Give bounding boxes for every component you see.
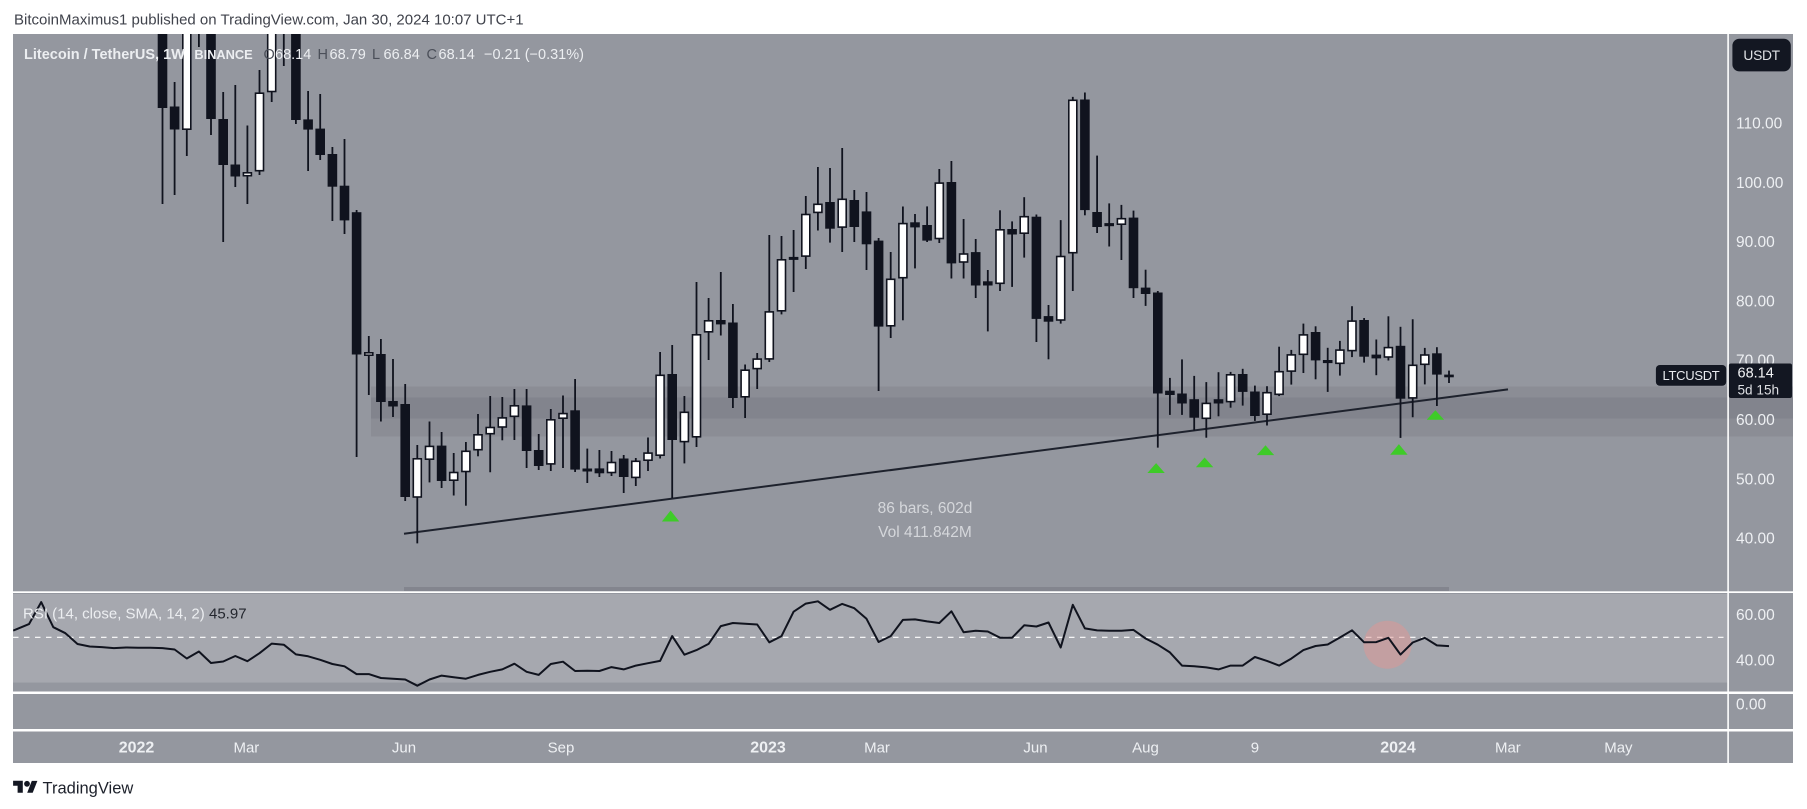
svg-text:90.00: 90.00 <box>1736 234 1775 251</box>
svg-text:9: 9 <box>1251 740 1259 757</box>
svg-text:5d 15h: 5d 15h <box>1738 382 1780 397</box>
svg-text:C: C <box>427 47 437 63</box>
svg-text:RSI (14, close, SMA, 14, 2): RSI (14, close, SMA, 14, 2) <box>23 606 205 623</box>
svg-text:L: L <box>372 47 380 63</box>
svg-text:60.00: 60.00 <box>1736 412 1775 429</box>
svg-text:2024: 2024 <box>1380 740 1416 757</box>
svg-text:Litecoin / TetherUS, 1W: Litecoin / TetherUS, 1W <box>24 47 185 63</box>
svg-text:Sep: Sep <box>548 740 575 757</box>
svg-text:Aug: Aug <box>1132 740 1159 757</box>
svg-text:Mar: Mar <box>1495 740 1521 757</box>
svg-text:68.14: 68.14 <box>1738 365 1774 381</box>
svg-text:68.14: 68.14 <box>439 47 475 63</box>
svg-text:−0.21 (−0.31%): −0.21 (−0.31%) <box>484 47 584 63</box>
svg-text:Jun: Jun <box>392 740 416 757</box>
svg-text:Mar: Mar <box>864 740 890 757</box>
svg-text:60.00: 60.00 <box>1736 607 1775 624</box>
svg-text:40.00: 40.00 <box>1736 531 1775 548</box>
svg-text:May: May <box>1604 740 1633 757</box>
svg-text:110.00: 110.00 <box>1736 116 1783 133</box>
svg-text:LTCUSDT: LTCUSDT <box>1663 368 1720 383</box>
svg-text:Mar: Mar <box>233 740 259 757</box>
svg-text:68.14: 68.14 <box>275 47 311 63</box>
svg-text:BitcoinMaximus1 published on T: BitcoinMaximus1 published on TradingView… <box>14 11 524 28</box>
svg-text:100.00: 100.00 <box>1736 175 1784 192</box>
svg-text:2023: 2023 <box>750 740 786 757</box>
svg-text:0.00: 0.00 <box>1736 696 1767 713</box>
svg-text:Jun: Jun <box>1023 740 1047 757</box>
svg-text:80.00: 80.00 <box>1736 293 1775 310</box>
svg-text:40.00: 40.00 <box>1736 652 1775 669</box>
svg-text:BINANCE: BINANCE <box>194 47 253 62</box>
svg-text:45.97: 45.97 <box>209 606 247 623</box>
svg-text:86 bars, 602d: 86 bars, 602d <box>878 500 973 517</box>
svg-text:68.79: 68.79 <box>330 47 366 63</box>
svg-text:50.00: 50.00 <box>1736 471 1775 488</box>
svg-text:O: O <box>264 47 275 63</box>
svg-text:H: H <box>318 47 328 63</box>
svg-text:66.84: 66.84 <box>384 47 420 63</box>
svg-text:USDT: USDT <box>1743 48 1780 63</box>
svg-text:TradingView: TradingView <box>43 780 134 798</box>
svg-text:Vol 411.842M: Vol 411.842M <box>878 524 972 541</box>
svg-text:2022: 2022 <box>119 740 155 757</box>
